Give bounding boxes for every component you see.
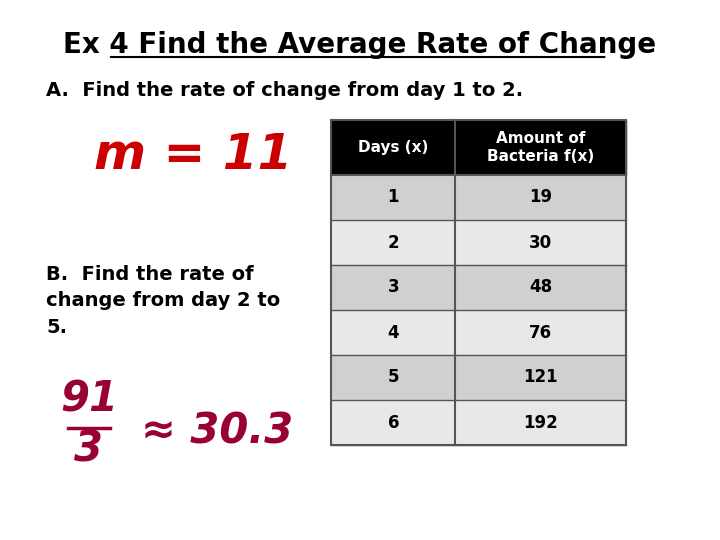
Text: 192: 192 (523, 414, 558, 431)
Text: m = 11: m = 11 (94, 131, 292, 179)
Text: Ex 4 Find the Average Rate of Change: Ex 4 Find the Average Rate of Change (63, 31, 657, 59)
Bar (455, 265, 626, 310)
Bar (455, 220, 626, 265)
Text: 91: 91 (60, 379, 118, 421)
Bar (331, 175, 455, 220)
Text: 2: 2 (387, 233, 399, 252)
Text: 30: 30 (529, 233, 552, 252)
Bar (331, 120, 626, 445)
Bar (455, 175, 626, 220)
Bar (455, 120, 626, 175)
Text: Days (x): Days (x) (358, 140, 428, 155)
Bar (331, 265, 455, 310)
Bar (455, 310, 626, 355)
Text: ≈ 30.3: ≈ 30.3 (141, 410, 294, 452)
Bar (331, 220, 455, 265)
Text: 1: 1 (387, 188, 399, 206)
Text: 3: 3 (387, 279, 399, 296)
Bar (331, 400, 455, 445)
Text: Amount of
Bacteria f(x): Amount of Bacteria f(x) (487, 131, 594, 164)
Text: 19: 19 (529, 188, 552, 206)
Text: B.  Find the rate of
change from day 2 to
5.: B. Find the rate of change from day 2 to… (46, 265, 280, 337)
Bar (455, 355, 626, 400)
Text: 5: 5 (387, 368, 399, 387)
Text: 121: 121 (523, 368, 558, 387)
Text: 48: 48 (529, 279, 552, 296)
Text: 4: 4 (387, 323, 399, 341)
Text: 76: 76 (529, 323, 552, 341)
Bar (455, 400, 626, 445)
Bar (331, 310, 455, 355)
Text: 3: 3 (74, 429, 104, 471)
Bar (331, 355, 455, 400)
Text: 6: 6 (387, 414, 399, 431)
Bar (331, 120, 455, 175)
Text: A.  Find the rate of change from day 1 to 2.: A. Find the rate of change from day 1 to… (46, 80, 523, 99)
